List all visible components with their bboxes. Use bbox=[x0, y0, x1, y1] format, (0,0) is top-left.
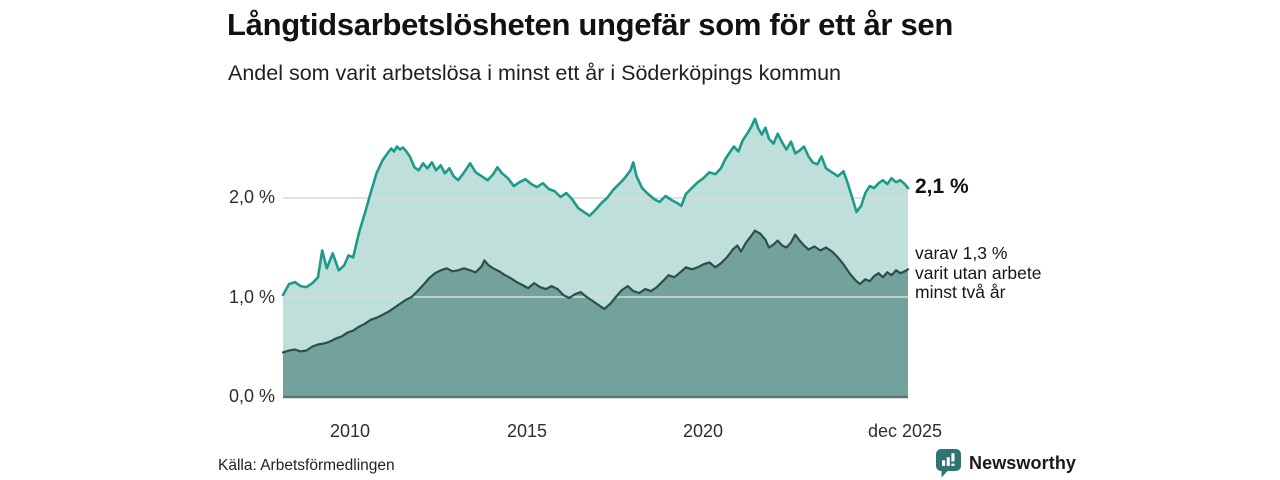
y-axis-tick-2: 2,0 % bbox=[228, 187, 275, 207]
newsworthy-bubble-chart-icon bbox=[936, 449, 962, 478]
secondary-annotation-line-1: varav 1,3 % bbox=[915, 243, 1008, 263]
y-axis-tick-0: 0,0 % bbox=[228, 386, 275, 406]
source-note: Källa: Arbetsförmedlingen bbox=[218, 457, 395, 474]
newsworthy-wordmark: Newsworthy bbox=[969, 453, 1077, 473]
chart-subtitle: Andel som varit arbetslösa i minst ett å… bbox=[228, 61, 842, 85]
x-axis-tick-2020: 2020 bbox=[682, 421, 724, 441]
secondary-annotation: varav 1,3 % varit utan arbete minst två … bbox=[915, 243, 1042, 303]
newsworthy-logo: Newsworthy bbox=[936, 449, 1076, 478]
y-axis-tick-1: 1,0 % bbox=[228, 287, 275, 307]
secondary-annotation-line-2: varit utan arbete bbox=[915, 262, 1042, 283]
x-axis-tick-2015: 2015 bbox=[506, 421, 548, 441]
chart-title: Långtidsarbetslösheten ungefär som för e… bbox=[227, 7, 954, 42]
end-value-annotation: 2,1 % bbox=[915, 175, 969, 198]
secondary-annotation-line-3: minst två år bbox=[915, 282, 1006, 302]
x-axis-tick-2010: 2010 bbox=[329, 421, 371, 441]
x-axis-tick-dec-2025: dec 2025 bbox=[867, 421, 943, 441]
